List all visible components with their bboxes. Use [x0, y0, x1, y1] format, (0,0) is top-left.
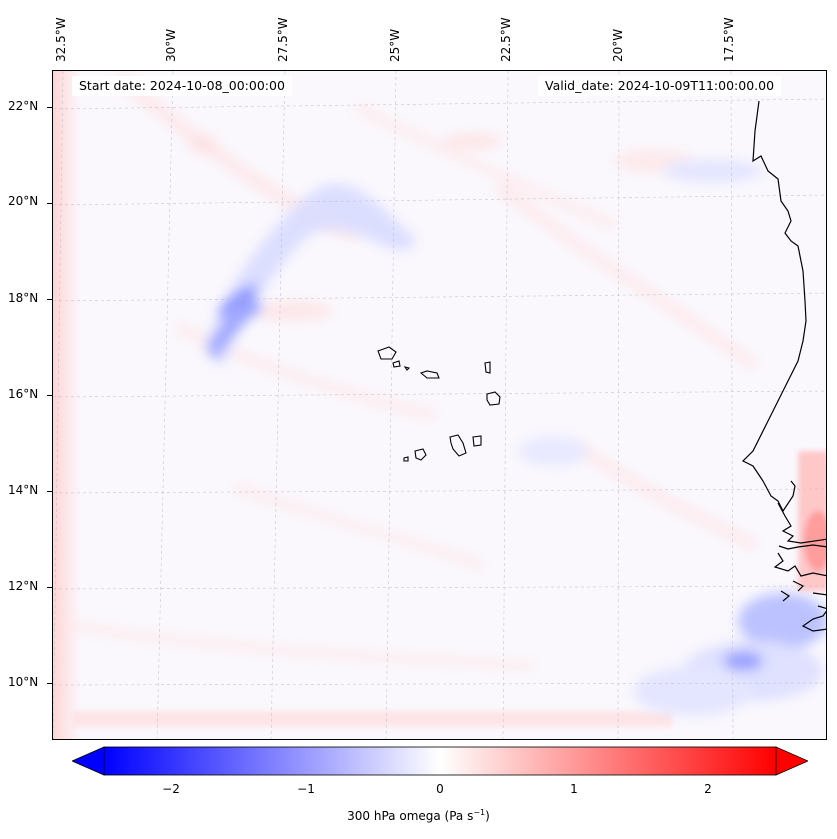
lat-label-14n: 14°N: [8, 483, 39, 497]
island-santiago: [449, 434, 467, 457]
lon-label-20w: 20°W: [611, 28, 625, 62]
lat-label-22n: 22°N: [8, 99, 39, 113]
lat-label-16n: 16°N: [8, 387, 39, 401]
lat-label-12n: 12°N: [8, 579, 39, 593]
lat-tick-mark: [47, 203, 52, 204]
colorbar-tick-neg1: −1: [297, 782, 315, 796]
island-sao-vicente: [392, 360, 401, 368]
valid-date-label: Valid_date: 2024-10-09T11:00:00.00: [538, 76, 782, 96]
lat-tick-mark: [47, 491, 52, 492]
lon-label-22-5w: 22.5°W: [499, 17, 513, 62]
island-santo-antao: [377, 346, 397, 360]
lat-tick-mark: [47, 299, 52, 300]
island-fogo: [414, 448, 427, 461]
lat-tick-mark: [47, 683, 52, 684]
colorbar-gradient: [103, 746, 777, 776]
omega-field-map: [53, 71, 826, 739]
island-sal: [484, 361, 491, 374]
colorbar-label-end: ): [485, 809, 490, 823]
colorbar-tick-0: 0: [436, 782, 444, 796]
colorbar-tick-neg2: −2: [162, 782, 180, 796]
bottom-edge-band: [73, 711, 673, 727]
positive-omega-coast: [798, 451, 826, 591]
negative-omega-coast: [518, 159, 826, 716]
lat-tick-mark: [47, 395, 52, 396]
colorbar-label-main: 300 hPa omega (Pa s: [347, 809, 474, 823]
colorbar: [72, 746, 808, 776]
colorbar-extend-max: [775, 746, 808, 776]
lon-label-32-5w: 32.5°W: [54, 17, 68, 62]
start-date-label: Start date: 2024-10-08_00:00:00: [72, 76, 292, 96]
island-santa-luzia: [403, 366, 411, 371]
lat-tick-mark: [47, 587, 52, 588]
lon-label-27-5w: 27.5°W: [276, 17, 290, 62]
island-brava: [403, 456, 409, 462]
lat-label-10n: 10°N: [8, 675, 39, 689]
island-boa-vista: [486, 391, 501, 406]
lat-tick-mark: [47, 107, 52, 108]
coast-guinea-bissau: [773, 552, 826, 632]
colorbar-extend-min: [72, 746, 105, 776]
island-maio: [472, 435, 482, 447]
coast-senegal: [777, 502, 826, 544]
colorbar-label-sup: −1: [473, 808, 486, 817]
negative-omega-band: [203, 183, 416, 366]
lat-label-20n: 20°N: [8, 194, 39, 208]
colorbar-tick-1: 1: [570, 782, 578, 796]
left-edge-band: [53, 71, 81, 739]
lon-label-25w: 25°W: [388, 28, 402, 62]
island-sao-nicolau: [419, 370, 440, 379]
graticule: [53, 71, 826, 739]
lat-label-18n: 18°N: [8, 291, 39, 305]
coast-mauritania: [741, 100, 807, 513]
lon-label-17-5w: 17.5°W: [722, 17, 736, 62]
map-panel[interactable]: [52, 70, 827, 740]
lon-label-30w: 30°W: [164, 28, 178, 62]
colorbar-label: 300 hPa omega (Pa s−1): [0, 808, 837, 823]
coast-gambia: [778, 544, 826, 550]
cape-verde-islands: [377, 346, 501, 462]
colorbar-tick-2: 2: [704, 782, 712, 796]
african-coastline: [741, 100, 826, 632]
